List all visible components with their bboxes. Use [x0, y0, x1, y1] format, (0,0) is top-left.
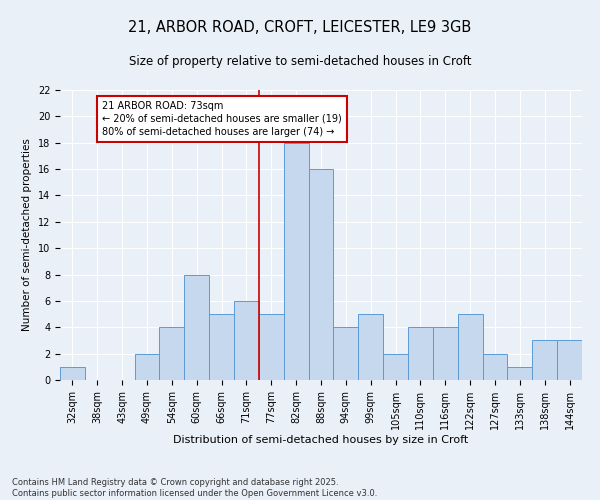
Bar: [308, 169, 334, 380]
X-axis label: Distribution of semi-detached houses by size in Croft: Distribution of semi-detached houses by …: [173, 434, 469, 444]
Bar: [284, 142, 308, 380]
Bar: [458, 314, 482, 380]
Y-axis label: Number of semi-detached properties: Number of semi-detached properties: [22, 138, 32, 332]
Bar: [557, 340, 582, 380]
Bar: [433, 328, 458, 380]
Bar: [482, 354, 508, 380]
Bar: [134, 354, 160, 380]
Bar: [508, 367, 532, 380]
Text: 21 ARBOR ROAD: 73sqm
← 20% of semi-detached houses are smaller (19)
80% of semi-: 21 ARBOR ROAD: 73sqm ← 20% of semi-detac…: [102, 100, 342, 137]
Text: Contains HM Land Registry data © Crown copyright and database right 2025.
Contai: Contains HM Land Registry data © Crown c…: [12, 478, 377, 498]
Bar: [60, 367, 85, 380]
Text: Size of property relative to semi-detached houses in Croft: Size of property relative to semi-detach…: [129, 55, 471, 68]
Bar: [383, 354, 408, 380]
Bar: [334, 328, 358, 380]
Bar: [259, 314, 284, 380]
Bar: [532, 340, 557, 380]
Bar: [209, 314, 234, 380]
Bar: [234, 301, 259, 380]
Bar: [358, 314, 383, 380]
Bar: [184, 274, 209, 380]
Bar: [160, 328, 184, 380]
Bar: [408, 328, 433, 380]
Text: 21, ARBOR ROAD, CROFT, LEICESTER, LE9 3GB: 21, ARBOR ROAD, CROFT, LEICESTER, LE9 3G…: [128, 20, 472, 35]
